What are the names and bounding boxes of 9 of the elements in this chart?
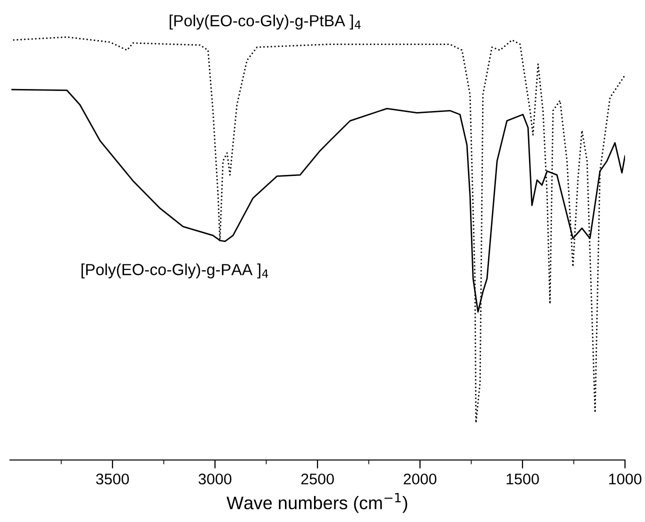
x-tick-label: 2000 — [404, 474, 436, 484]
series-label: [Poly(EO-co-Gly)-g-PtBA ]$_{4}$ — [170, 14, 361, 30]
x-tick-label: 3000 — [198, 474, 232, 484]
x-tick-label: 2500 — [301, 474, 334, 484]
x-axis-title: Wave numbers (cm$^{−1}$) — [226, 492, 408, 513]
x-tick-label: 1500 — [506, 474, 539, 484]
x-tick-label: 1000 — [609, 474, 642, 484]
text: [Poly(EO-co-Gly)-g-PAA ]$_{4}$ — [82, 263, 268, 278]
x-tick-label: 3500 — [96, 474, 129, 484]
